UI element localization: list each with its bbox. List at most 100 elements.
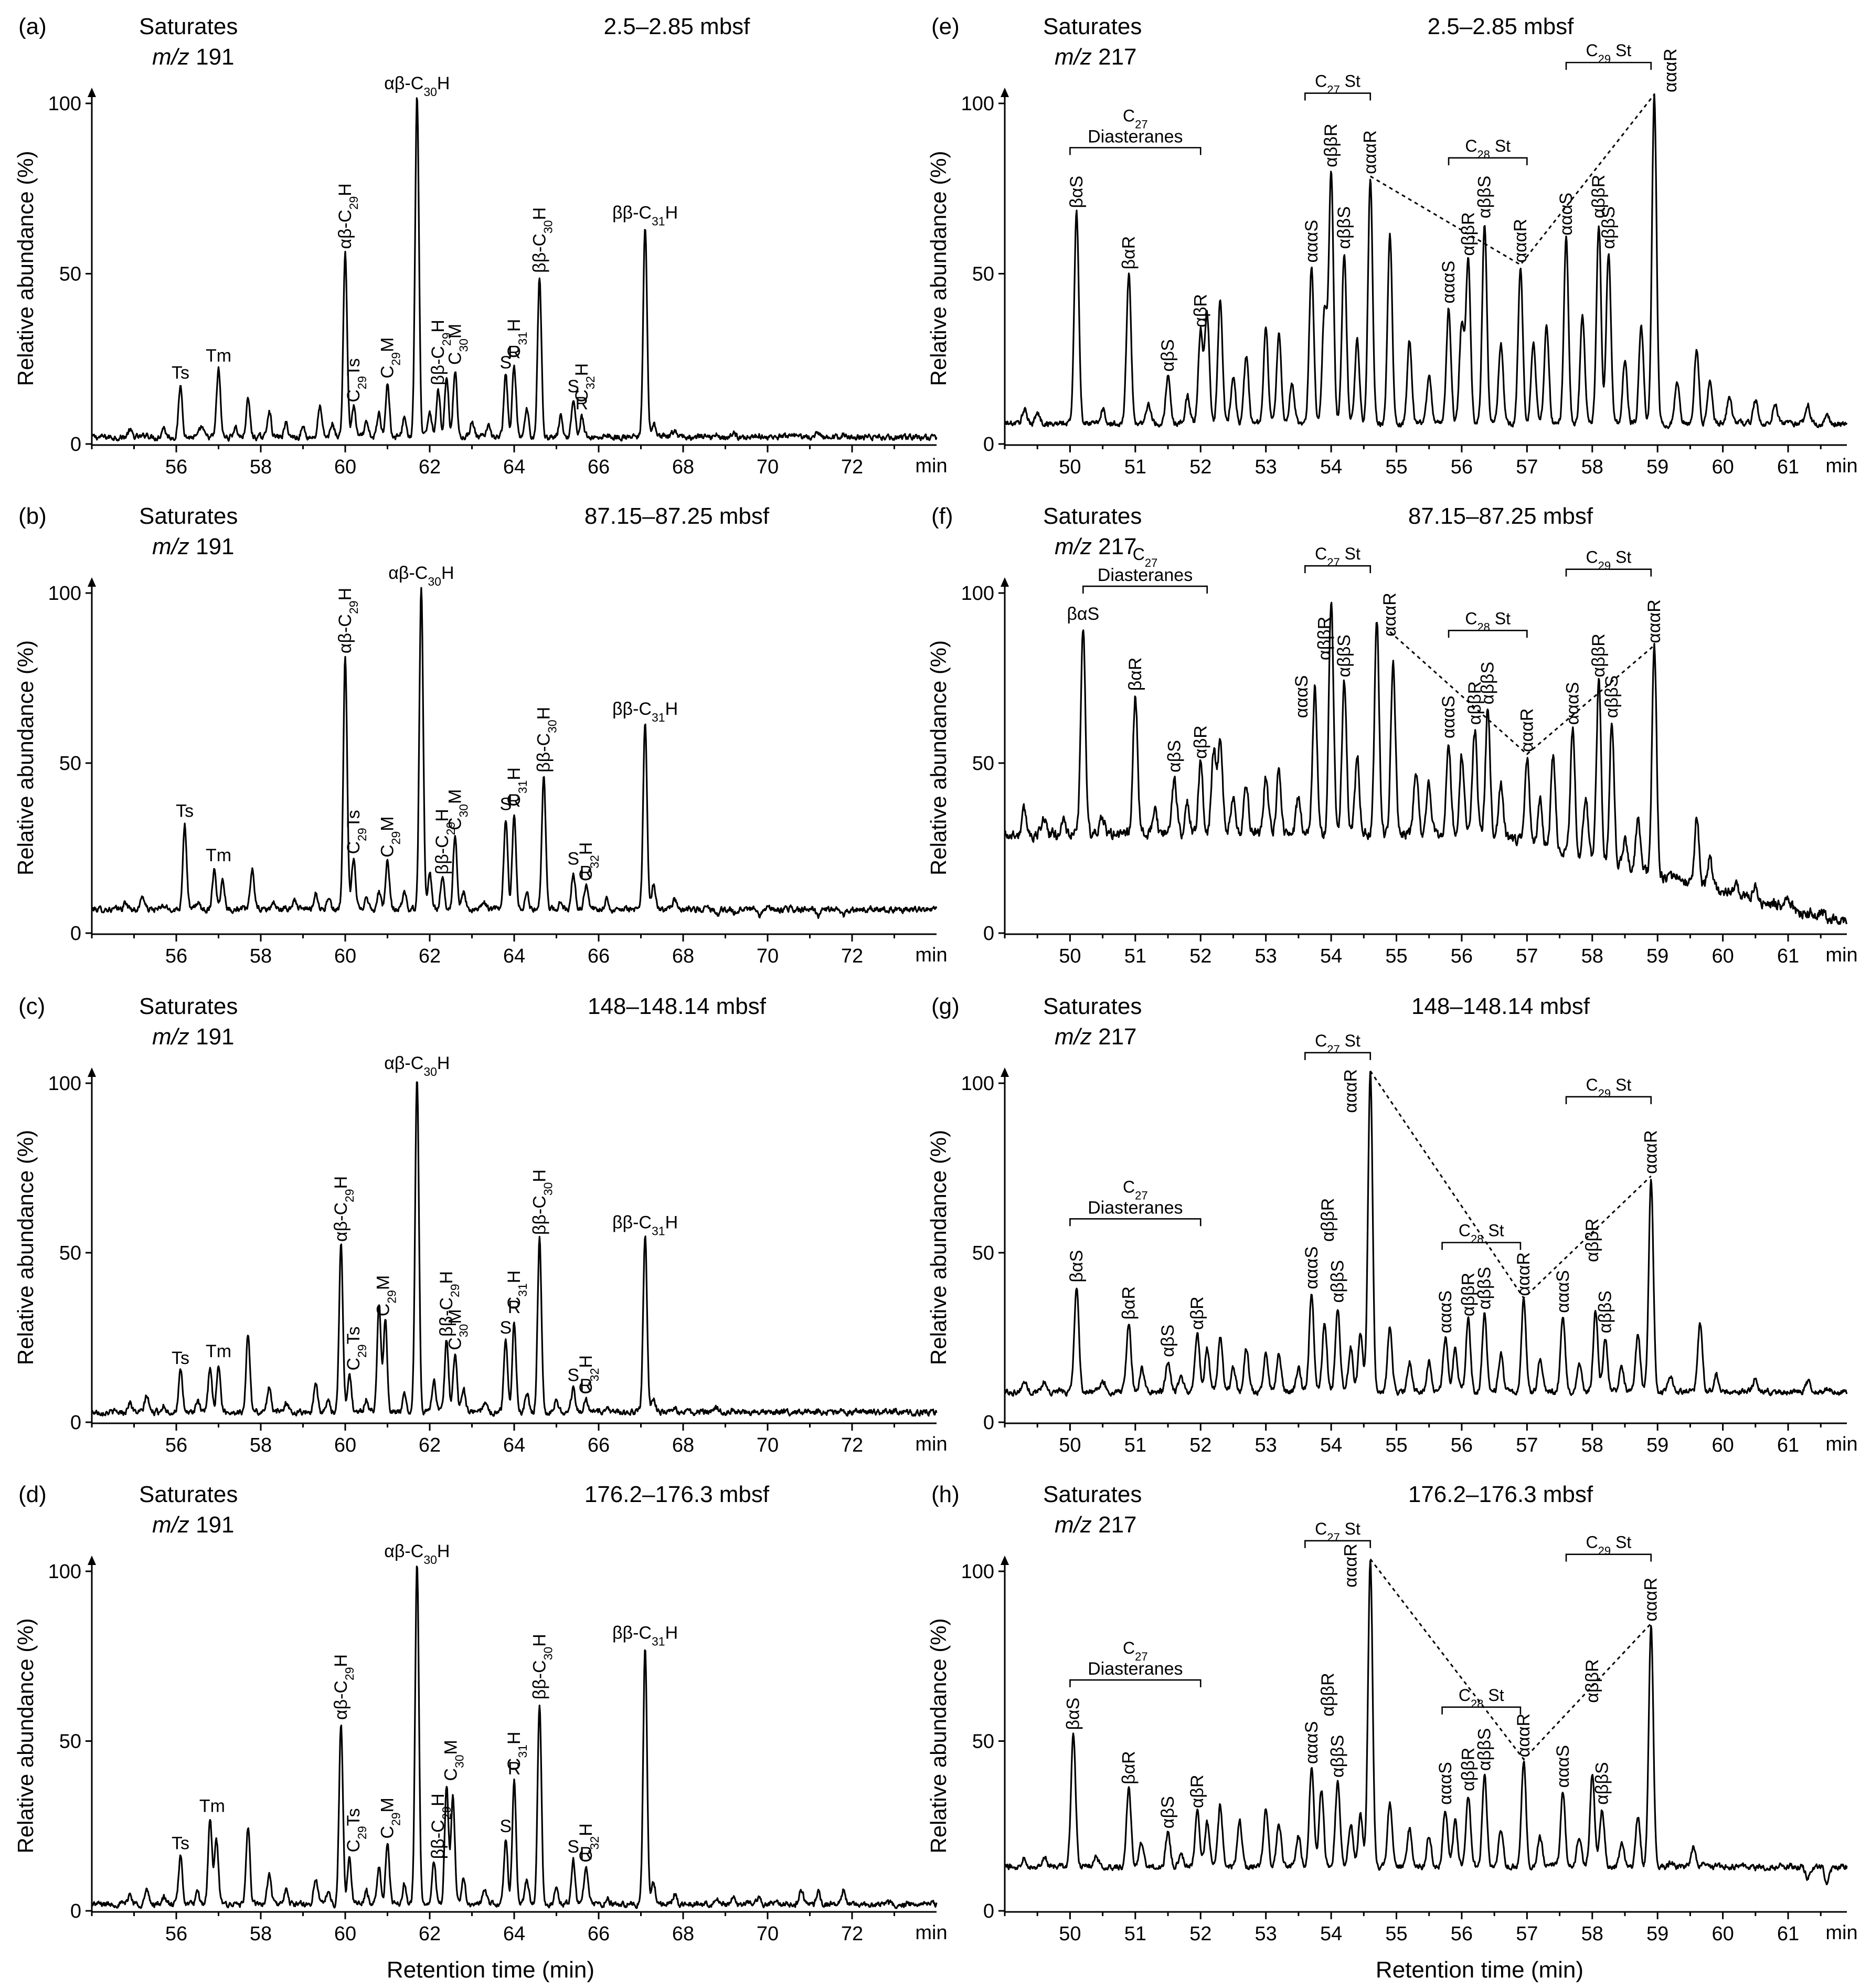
- y-tick-label: 50: [59, 263, 81, 285]
- peak-label: S: [500, 353, 512, 373]
- panel-depth: 2.5–2.85 mbsf: [1428, 14, 1575, 39]
- panel-mz: m/z 191: [152, 534, 235, 559]
- x-tick-label: 53: [1255, 1923, 1277, 1945]
- group-label: C29 St: [1586, 548, 1632, 573]
- peak-label: αααS: [1436, 1291, 1455, 1334]
- y-tick-label: 100: [961, 1561, 994, 1583]
- y-tick-label: 100: [961, 583, 994, 605]
- panel-mz: m/z 217: [1055, 534, 1137, 559]
- peak-label: αααS: [1436, 1762, 1455, 1805]
- x-tick-label: 64: [503, 945, 525, 967]
- x-tick-label: 52: [1189, 456, 1211, 478]
- y-axis-label: Relative abundance (%): [926, 1130, 951, 1365]
- peak-label: C29Ts: [344, 1326, 369, 1370]
- y-tick-label: 100: [48, 1073, 81, 1095]
- y-axis-arrow: [88, 1067, 96, 1077]
- peak-label: αββR: [1321, 123, 1341, 167]
- y-tick-label: 50: [59, 1242, 81, 1264]
- panel-letter: (d): [18, 1482, 47, 1507]
- peak-label: αβ-C29H: [335, 183, 360, 249]
- group-bracket: [1565, 568, 1652, 577]
- peak-label: βαS: [1067, 176, 1087, 208]
- x-ticks: [91, 445, 895, 452]
- peak-label: βαR: [1125, 658, 1145, 691]
- group-label: C27: [1133, 545, 1158, 569]
- x-tick-label: 60: [1711, 456, 1734, 478]
- peak-label: ββ-C30H: [529, 1634, 555, 1699]
- peak-label: S: [567, 1837, 579, 1857]
- x-tick-label: 58: [1581, 1923, 1603, 1945]
- peak-label: αααS: [1302, 220, 1322, 263]
- panel-letter: (h): [931, 1482, 960, 1507]
- peak-label: C30M: [445, 324, 470, 365]
- x-ticks: [91, 1423, 895, 1431]
- peak-label: C29M: [378, 1797, 403, 1838]
- peak-label: R: [576, 394, 589, 414]
- panel-letter: (e): [931, 14, 960, 39]
- peak-label: C29M: [378, 816, 403, 857]
- y-axis-arrow: [1001, 88, 1009, 97]
- peak-label: ββ-C29H: [428, 320, 453, 385]
- group-label: C28 St: [1459, 1221, 1504, 1246]
- panel-letter: (c): [18, 993, 45, 1019]
- peak-label: R: [580, 1376, 593, 1395]
- panel-mz: m/z 217: [1055, 1024, 1137, 1050]
- group-bracket: [1441, 1242, 1522, 1250]
- x-tick-label: 62: [419, 1923, 441, 1945]
- dotted-connector: [1389, 631, 1655, 755]
- peak-label: C30M: [445, 789, 470, 830]
- x-unit-label: min: [1825, 455, 1857, 477]
- peak-label: C31H: [504, 767, 529, 807]
- dotted-connector: [1369, 94, 1655, 266]
- x-tick-label: 56: [165, 1923, 187, 1945]
- peak-label: αββS: [1474, 1267, 1494, 1309]
- panel-letter: (g): [931, 993, 960, 1019]
- x-ticks: [1004, 934, 1822, 942]
- x-tick-label: 53: [1255, 1434, 1277, 1456]
- x-unit-label: min: [915, 944, 947, 966]
- peak-label: αααR: [1644, 599, 1664, 643]
- x-unit-label: min: [915, 1922, 947, 1944]
- peak-label: R: [580, 862, 593, 882]
- x-tick-label: 54: [1320, 1434, 1342, 1456]
- x-tick-label: 59: [1646, 945, 1668, 967]
- y-tick-label: 0: [983, 1900, 994, 1922]
- peak-label: αββS: [1592, 1762, 1612, 1804]
- peak-label: αααS: [1292, 675, 1312, 718]
- x-tick-label: 60: [334, 945, 356, 967]
- peak-label: C30M: [441, 1740, 466, 1781]
- panel-depth: 148–148.14 mbsf: [588, 993, 767, 1019]
- group-bracket: [1069, 1218, 1202, 1226]
- group-bracket: [1304, 1540, 1372, 1548]
- peak-label: αααR: [1341, 1543, 1360, 1588]
- y-axis-label: Relative abundance (%): [926, 640, 951, 875]
- group-label: C28 St: [1459, 1686, 1504, 1710]
- x-ticks: [1004, 1423, 1822, 1431]
- peak-label: αααR: [1661, 48, 1681, 92]
- peak-label: ββ-C31H: [612, 1623, 678, 1648]
- peak-label: βαS: [1067, 604, 1099, 624]
- peak-label: C31H: [504, 319, 529, 358]
- group-bracket: [1448, 629, 1528, 638]
- x-tick-label: 64: [503, 1434, 525, 1456]
- peak-label: Tm: [199, 1796, 225, 1816]
- group-label-sub: Diasteranes: [1098, 565, 1193, 585]
- y-axis-label: Relative abundance (%): [13, 640, 38, 875]
- x-tick-label: 64: [503, 1923, 525, 1945]
- y-tick-label: 0: [70, 1412, 81, 1434]
- peak-label: ββ-C30H: [534, 707, 559, 773]
- x-ticks: [1004, 445, 1822, 452]
- peak-label: αααS: [1553, 1745, 1573, 1788]
- peak-label: αβS: [1158, 339, 1178, 372]
- peak-label: αβS: [1158, 1796, 1178, 1828]
- chart-panel-d: (d) Saturates m/z 191 176.2–176.3 mbsf 0 50 10…: [13, 1482, 948, 1945]
- x-tick-label: 56: [165, 456, 187, 478]
- peak-label: αβ-C29H: [331, 1176, 356, 1242]
- peak-label: αβ-C30H: [384, 1053, 450, 1078]
- group-label: C28 St: [1465, 609, 1511, 633]
- peak-label: Ts: [176, 801, 194, 821]
- x-axis-label-right: Retention time (min): [1376, 1957, 1583, 1983]
- chart-panel-e: (e) Saturates m/z 217 2.5–2.85 mbsf 0 50 100 Re…: [926, 14, 1858, 478]
- x-tick-label: 52: [1189, 1923, 1211, 1945]
- x-tick-label: 58: [1581, 945, 1603, 967]
